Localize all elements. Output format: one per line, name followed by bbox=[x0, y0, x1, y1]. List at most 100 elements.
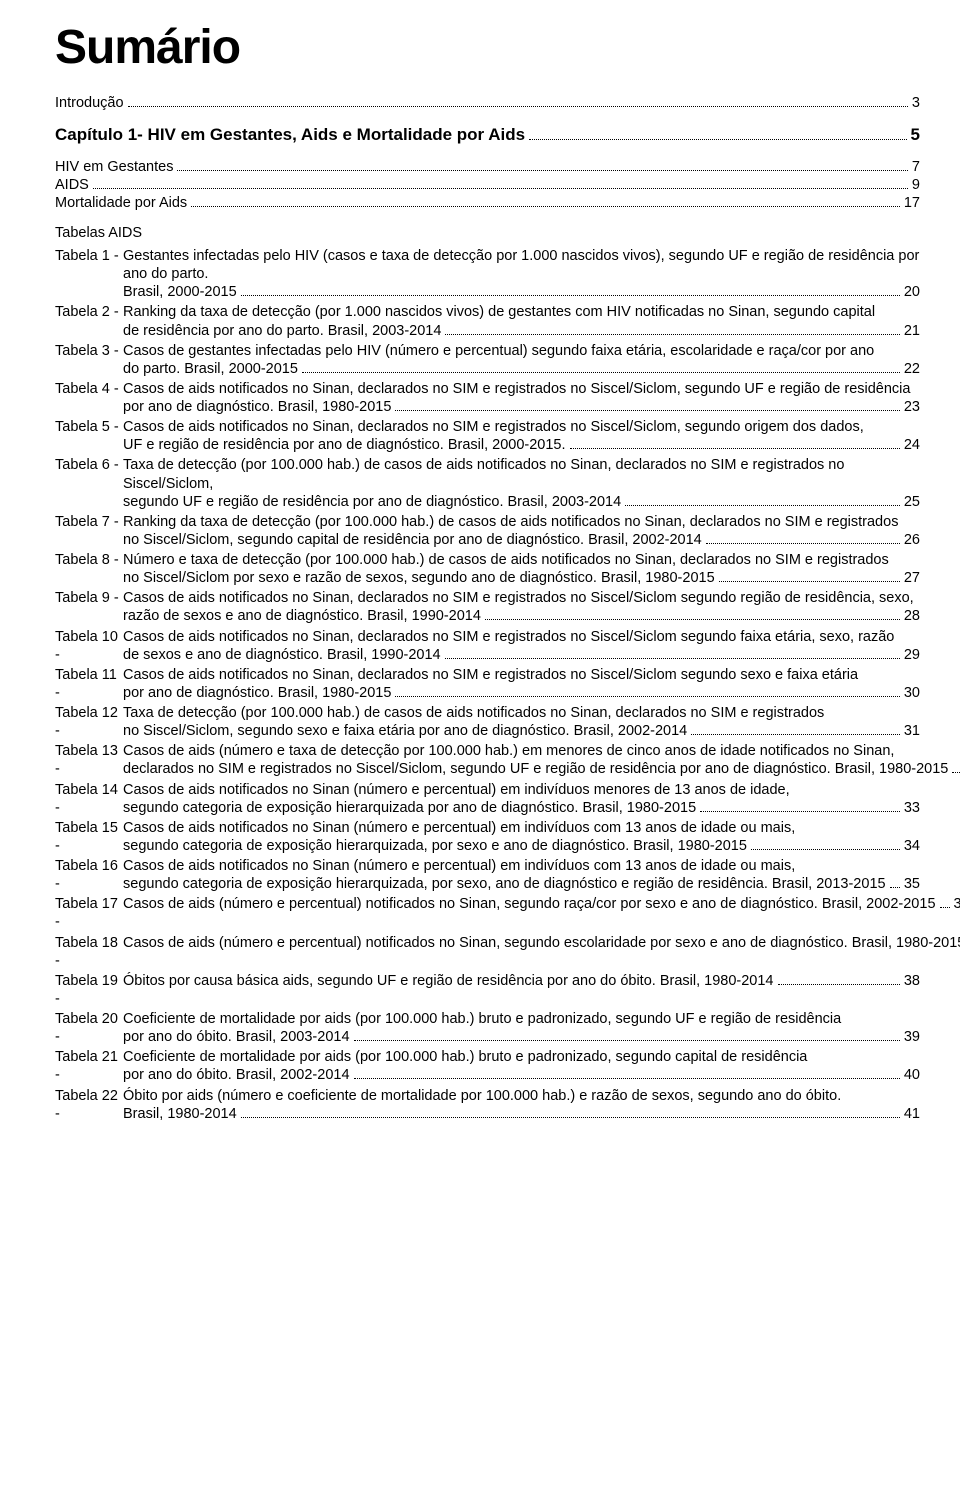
toc-section-page: 9 bbox=[912, 177, 920, 193]
toc-section-label: Mortalidade por Aids bbox=[55, 195, 187, 211]
toc-entry-body: Casos de aids notificados no Sinan, decl… bbox=[123, 380, 920, 416]
toc-entry-body: Casos de aids notificados no Sinan, decl… bbox=[123, 418, 920, 454]
toc-entry-body: Casos de aids (número e percentual) noti… bbox=[123, 895, 960, 931]
toc-section-row: AIDS 9 bbox=[55, 177, 920, 193]
leader bbox=[354, 1078, 900, 1079]
toc-entry-body: Casos de aids notificados no Sinan (núme… bbox=[123, 781, 920, 817]
toc-entry-text: Óbitos por causa básica aids, segundo UF… bbox=[123, 972, 774, 990]
toc-entry: Tabela 11 -Casos de aids notificados no … bbox=[55, 666, 920, 702]
toc-entry-body: Ranking da taxa de detecção (por 1.000 n… bbox=[123, 303, 920, 339]
toc-entry: Tabela 17 -Casos de aids (número e perce… bbox=[55, 895, 920, 931]
toc-entry-lastline: de sexos e ano de diagnóstico. Brasil, 1… bbox=[123, 646, 920, 664]
toc-entry: Tabela 18 -Casos de aids (número e perce… bbox=[55, 934, 920, 970]
leader bbox=[191, 206, 900, 207]
toc-entry-line: Ranking da taxa de detecção (por 1.000 n… bbox=[123, 303, 920, 321]
toc-entry-label: Tabela 13 - bbox=[55, 742, 123, 778]
leader bbox=[128, 106, 908, 107]
toc-entry-text: segundo categoria de exposição hierarqui… bbox=[123, 837, 747, 855]
toc-entry: Tabela 22 -Óbito por aids (número e coef… bbox=[55, 1087, 920, 1123]
toc-intro-row: Introdução 3 bbox=[55, 95, 920, 111]
toc-entry-lastline: Casos de aids (número e percentual) noti… bbox=[123, 895, 960, 913]
toc-entry-body: Gestantes infectadas pelo HIV (casos e t… bbox=[123, 247, 920, 301]
toc-entry: Tabela 7 -Ranking da taxa de detecção (p… bbox=[55, 513, 920, 549]
toc-entry-lastline: por ano de diagnóstico. Brasil, 1980-201… bbox=[123, 398, 920, 416]
toc-entry-text: por ano do óbito. Brasil, 2003-2014 bbox=[123, 1028, 350, 1046]
toc-entry-body: Casos de gestantes infectadas pelo HIV (… bbox=[123, 342, 920, 378]
toc-entry: Tabela 2 -Ranking da taxa de detecção (p… bbox=[55, 303, 920, 339]
toc-entry: Tabela 14 -Casos de aids notificados no … bbox=[55, 781, 920, 817]
toc-entry: Tabela 19 -Óbitos por causa básica aids,… bbox=[55, 972, 920, 1008]
toc-intro-page: 3 bbox=[912, 95, 920, 111]
toc-entry-label: Tabela 20 - bbox=[55, 1010, 123, 1046]
toc-entry-text: Casos de aids (número e percentual) noti… bbox=[123, 934, 960, 952]
toc-entry: Tabela 6 -Taxa de detecção (por 100.000 … bbox=[55, 456, 920, 510]
toc-entry-lastline: segundo categoria de exposição hierarqui… bbox=[123, 837, 920, 855]
toc-entry-lastline: razão de sexos e ano de diagnóstico. Bra… bbox=[123, 607, 920, 625]
toc-entry-lastline: por ano do óbito. Brasil, 2003-201439 bbox=[123, 1028, 920, 1046]
toc-section-label: AIDS bbox=[55, 177, 89, 193]
toc-section-row: Mortalidade por Aids17 bbox=[55, 195, 920, 211]
toc-entry-label: Tabela 21 - bbox=[55, 1048, 123, 1084]
toc-entry: Tabela 12 -Taxa de detecção (por 100.000… bbox=[55, 704, 920, 740]
toc-entry-page: 22 bbox=[904, 360, 920, 378]
toc-entry-lastline: no Siscel/Siclom por sexo e razão de sex… bbox=[123, 569, 920, 587]
toc-entry-lastline: do parto. Brasil, 2000-2015 22 bbox=[123, 360, 920, 378]
leader bbox=[706, 543, 900, 544]
toc-entry-lastline: Brasil, 1980-201441 bbox=[123, 1105, 920, 1123]
toc-entry-label: Tabela 16 - bbox=[55, 857, 123, 893]
toc-entry-body: Coeficiente de mortalidade por aids (por… bbox=[123, 1048, 920, 1084]
toc-entry-line: Óbito por aids (número e coeficiente de … bbox=[123, 1087, 920, 1105]
toc-entry-lastline: de residência por ano do parto. Brasil, … bbox=[123, 322, 920, 340]
toc-entry-page: 30 bbox=[904, 684, 920, 702]
toc-entry-text: segundo categoria de exposição hierarqui… bbox=[123, 799, 696, 817]
leader bbox=[751, 849, 900, 850]
leader bbox=[302, 372, 900, 373]
toc-entry-line: Coeficiente de mortalidade por aids (por… bbox=[123, 1048, 920, 1066]
toc-entry-line: Taxa de detecção (por 100.000 hab.) de c… bbox=[123, 456, 920, 492]
toc-entry-label: Tabela 22 - bbox=[55, 1087, 123, 1123]
toc-entry-lastline: declarados no SIM e registrados no Sisce… bbox=[123, 760, 960, 778]
toc-entry: Tabela 20 -Coeficiente de mortalidade po… bbox=[55, 1010, 920, 1046]
toc-section-page: 7 bbox=[912, 159, 920, 175]
toc-entry-body: Casos de aids notificados no Sinan (núme… bbox=[123, 857, 920, 893]
leader bbox=[529, 139, 906, 140]
toc-entry-body: Óbitos por causa básica aids, segundo UF… bbox=[123, 972, 920, 1008]
toc-entry-line: Casos de aids notificados no Sinan (núme… bbox=[123, 781, 920, 799]
toc-entry-label: Tabela 2 - bbox=[55, 303, 123, 339]
toc-entry-body: Taxa de detecção (por 100.000 hab.) de c… bbox=[123, 456, 920, 510]
leader bbox=[570, 448, 900, 449]
toc-entry-label: Tabela 17 - bbox=[55, 895, 123, 931]
leader bbox=[940, 907, 950, 908]
leader bbox=[395, 696, 899, 697]
toc-entry-line: Casos de aids notificados no Sinan, decl… bbox=[123, 666, 920, 684]
leader bbox=[354, 1040, 900, 1041]
toc-entry-label: Tabela 1 - bbox=[55, 247, 123, 301]
toc-entry-text: declarados no SIM e registrados no Sisce… bbox=[123, 760, 948, 778]
leader bbox=[700, 811, 900, 812]
toc-entry-label: Tabela 18 - bbox=[55, 934, 123, 970]
toc-entry-lastline: no Siscel/Siclom, segundo sexo e faixa e… bbox=[123, 722, 920, 740]
toc-entry-text: segundo UF e região de residência por an… bbox=[123, 493, 621, 511]
toc-entry-page: 38 bbox=[904, 972, 920, 990]
toc-entry-text: do parto. Brasil, 2000-2015 bbox=[123, 360, 298, 378]
toc-entry-page: 21 bbox=[904, 322, 920, 340]
toc-entry-line: Casos de aids notificados no Sinan, decl… bbox=[123, 418, 920, 436]
toc-entry-line: Casos de aids notificados no Sinan, decl… bbox=[123, 628, 920, 646]
toc-entry-line: Gestantes infectadas pelo HIV (casos e t… bbox=[123, 247, 920, 283]
toc-entry-text: segundo categoria de exposição hierarqui… bbox=[123, 875, 886, 893]
toc-entry-text: no Siscel/Siclom, segundo capital de res… bbox=[123, 531, 702, 549]
toc-entry-lastline: segundo categoria de exposição hierarqui… bbox=[123, 875, 920, 893]
toc-entry-text: Casos de aids (número e percentual) noti… bbox=[123, 895, 936, 913]
leader bbox=[691, 734, 900, 735]
toc-entry-page: 27 bbox=[904, 569, 920, 587]
toc-entry-line: Casos de aids notificados no Sinan, decl… bbox=[123, 589, 920, 607]
leader bbox=[93, 188, 908, 189]
toc-entry-text: por ano de diagnóstico. Brasil, 1980-201… bbox=[123, 684, 391, 702]
toc-entry-page: 36 bbox=[954, 895, 960, 913]
leader bbox=[890, 887, 900, 888]
toc-entry-text: de residência por ano do parto. Brasil, … bbox=[123, 322, 441, 340]
toc-entry-label: Tabela 4 - bbox=[55, 380, 123, 416]
toc-entry-label: Tabela 3 - bbox=[55, 342, 123, 378]
toc-entry-page: 24 bbox=[904, 436, 920, 454]
toc-entry: Tabela 4 -Casos de aids notificados no S… bbox=[55, 380, 920, 416]
